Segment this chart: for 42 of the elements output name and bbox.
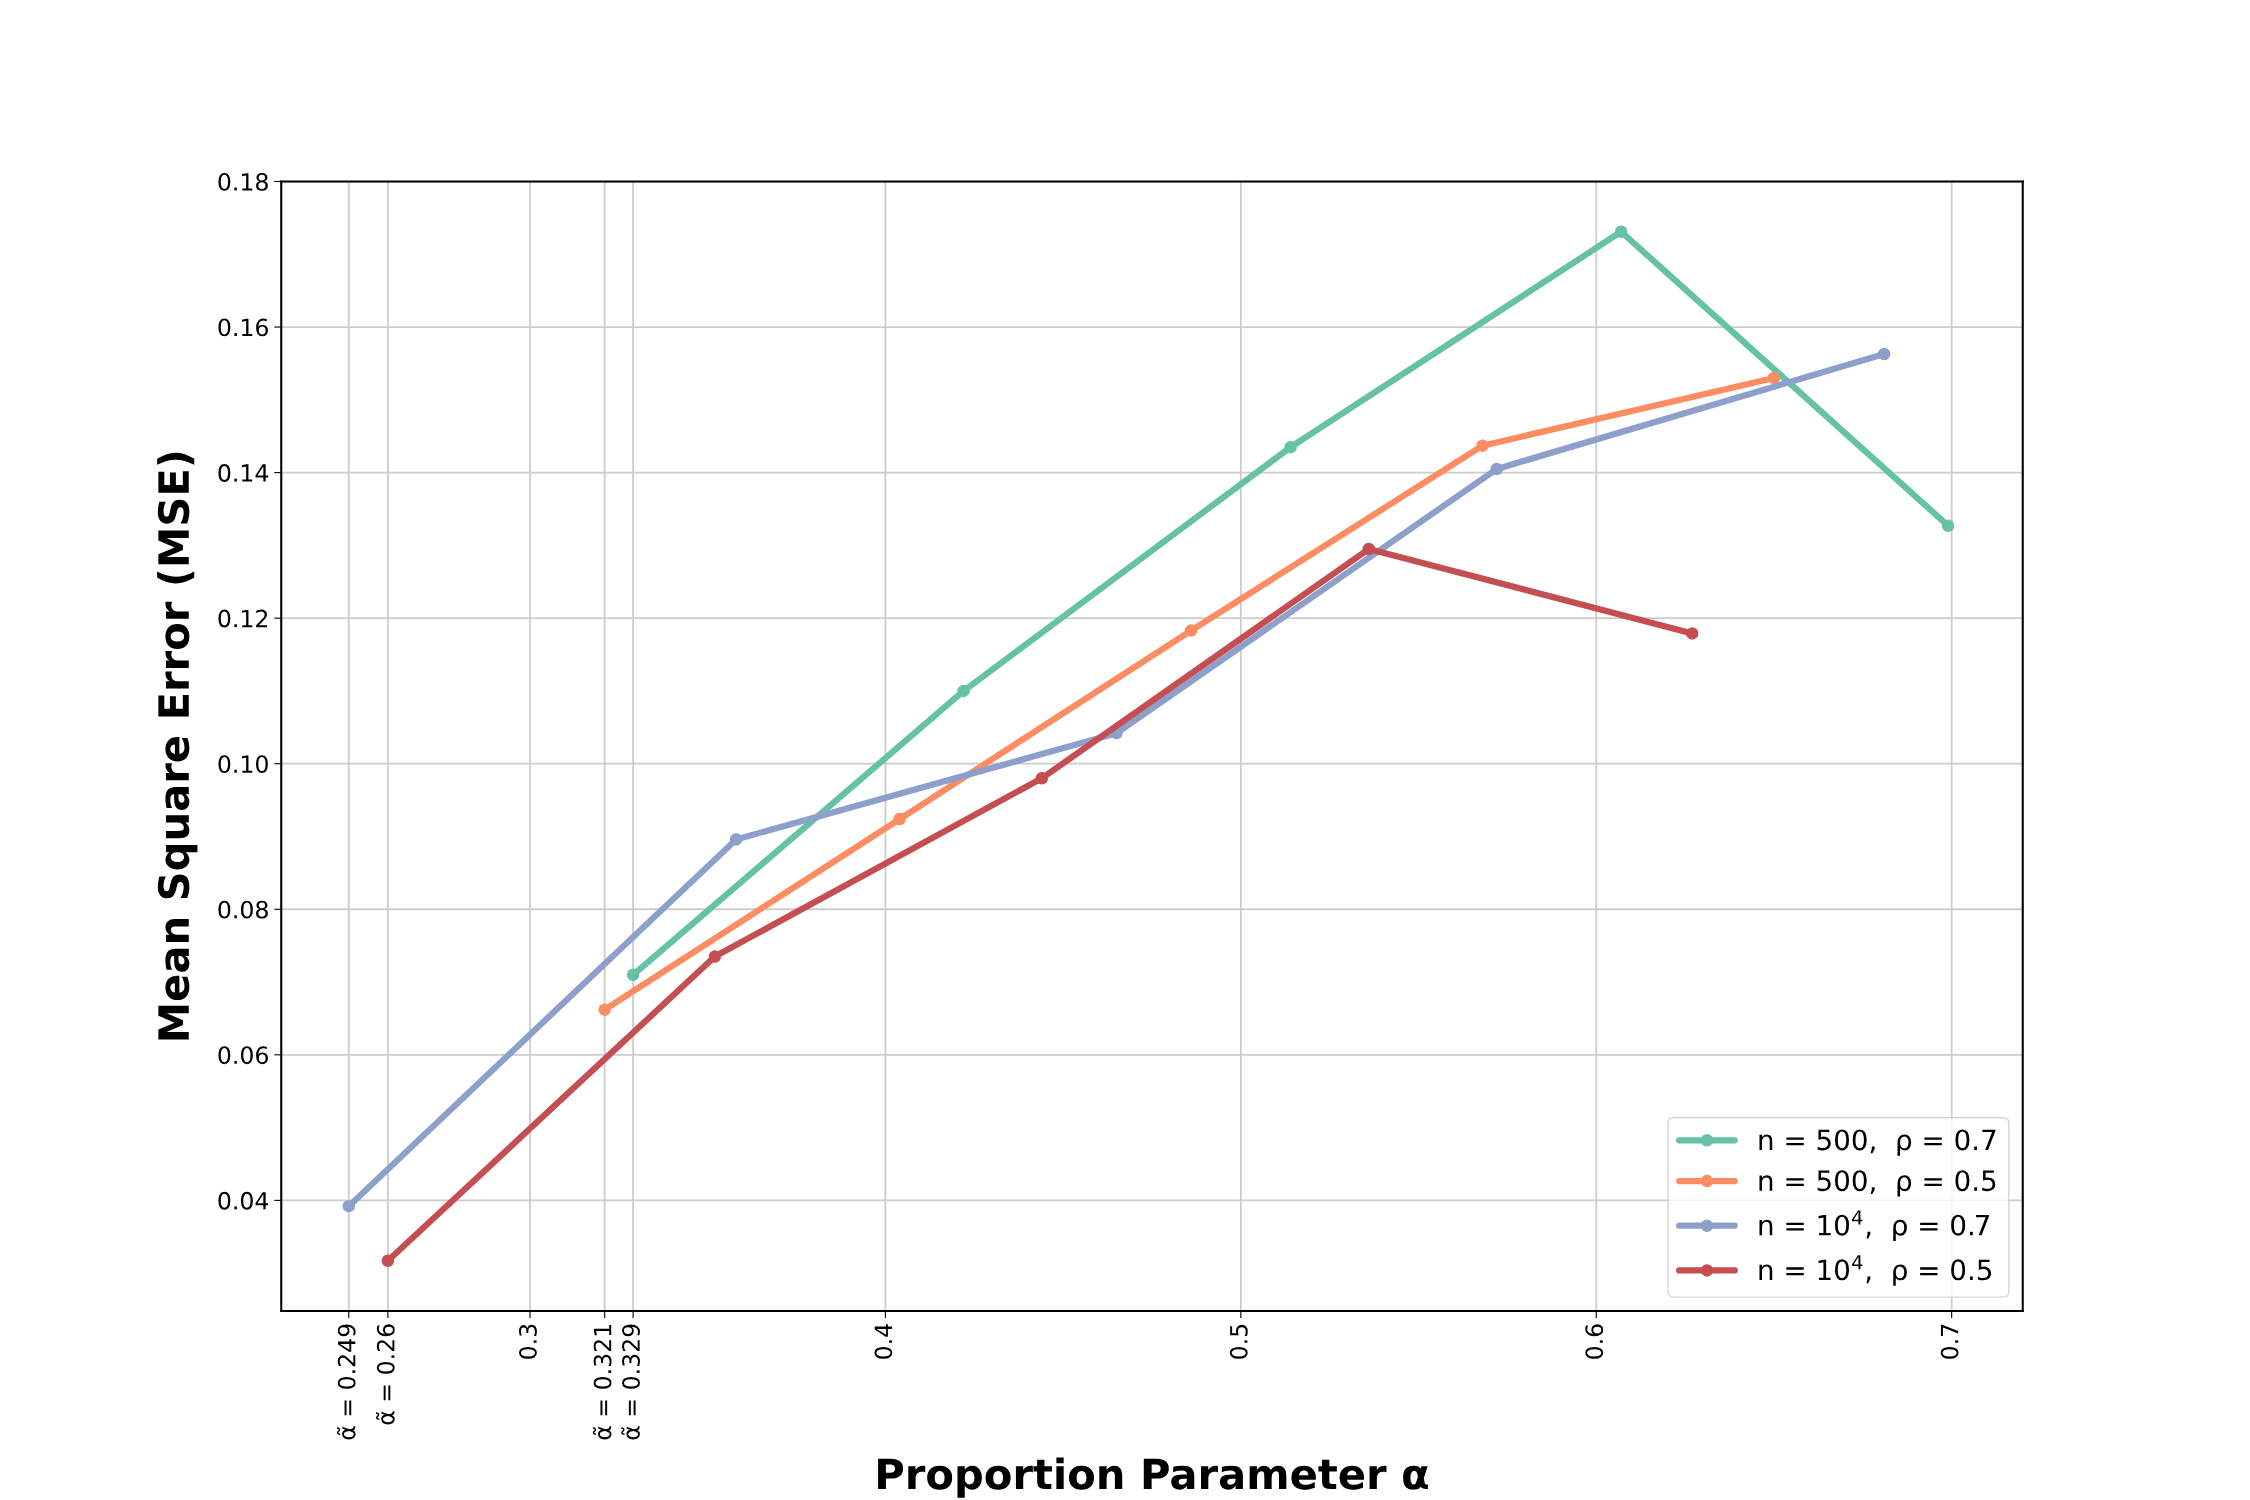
legend-label: n = 10$^{4}$, ρ = 0.5 <box>1759 1255 1992 1286</box>
x-tick-label: 0.4 <box>874 1324 893 1359</box>
y-tick-label: 0.10 <box>218 755 268 774</box>
point <box>381 1254 395 1268</box>
x-tick-label: α̃ = 0.321 <box>592 1324 612 1440</box>
point <box>957 684 970 698</box>
y-tick-label: 0.08 <box>218 900 268 919</box>
point <box>1284 440 1297 454</box>
x-tick-label: 0.7 <box>1940 1324 1959 1359</box>
y-tick-label: 0.14 <box>218 464 269 482</box>
point <box>1767 371 1781 385</box>
x-tick-label: 0.3 <box>519 1324 537 1359</box>
x-tick-label: α̃ = 0.26 <box>376 1324 395 1425</box>
point <box>708 950 722 963</box>
y-tick-label: 0.04 <box>218 1191 269 1210</box>
point <box>1941 519 1955 532</box>
y-tick-label: 0.16 <box>218 318 268 337</box>
legend-label: n = 10$^{4}$, ρ = 0.7 <box>1759 1210 1989 1242</box>
point <box>342 1199 356 1213</box>
x-axis-title: Proportion Parameter α <box>878 1457 1428 1498</box>
y-axis-title: Mean Square Error (MSE) <box>157 452 198 1040</box>
point <box>893 812 906 826</box>
x-tick-label: 0.6 <box>1585 1324 1604 1359</box>
legend-label: n = 500, ρ = 0.7 <box>1759 1129 1996 1156</box>
point <box>1362 542 1376 556</box>
point <box>1685 627 1699 640</box>
y-tick-label: 0.06 <box>218 1046 268 1065</box>
point <box>626 968 640 982</box>
x-tick-label: 0.5 <box>1229 1324 1248 1359</box>
x-tick-label: α̃ = 0.329 <box>621 1324 640 1440</box>
y-tick-label: 0.12 <box>218 609 268 628</box>
point <box>729 833 743 846</box>
point <box>598 1003 611 1016</box>
y-tick-label: 0.18 <box>218 172 268 191</box>
point <box>1614 225 1628 238</box>
point <box>1476 439 1489 452</box>
legend-label: n = 500, ρ = 0.5 <box>1759 1170 1996 1197</box>
point <box>1035 772 1049 785</box>
x-tick-label: α̃ = 0.249 <box>336 1324 356 1440</box>
point <box>1877 347 1891 361</box>
point <box>1184 624 1198 637</box>
point <box>1490 462 1504 476</box>
